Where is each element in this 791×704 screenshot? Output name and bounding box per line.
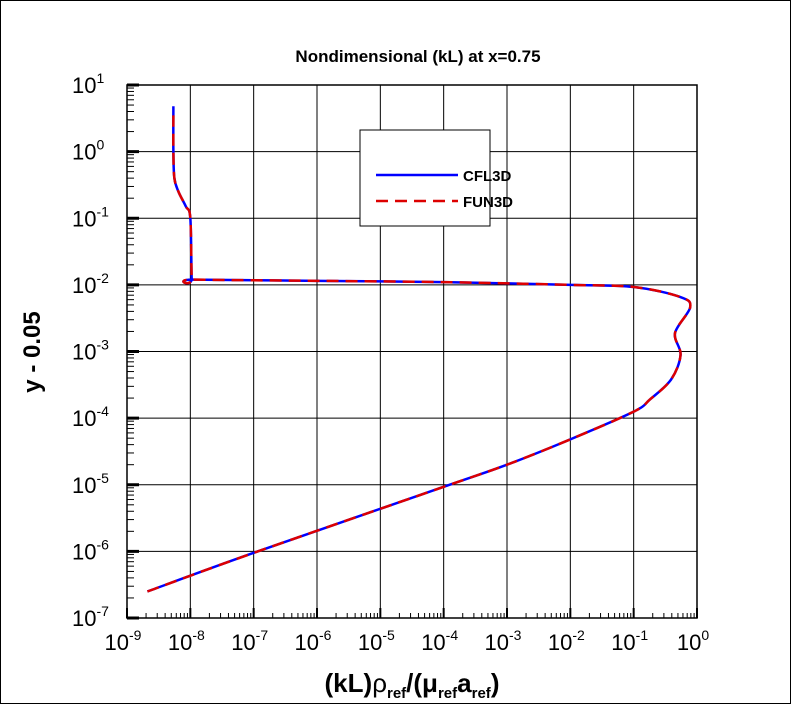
y-tick-label: 10-3 [72, 337, 109, 365]
x-tick-label: 10-6 [295, 627, 332, 655]
x-tick-label: 10-1 [611, 627, 648, 655]
y-tick-label: 100 [72, 137, 104, 165]
legend-label-fun3d: FUN3D [463, 194, 513, 211]
series-layer [146, 106, 692, 593]
x-tick-label: 10-7 [231, 627, 268, 655]
legend-box [359, 129, 491, 227]
x-tick-label: 10-9 [105, 627, 142, 655]
x-tick-label: 10-8 [168, 627, 205, 655]
ticks [126, 83, 698, 620]
y-tick-labels: 10-7 10-6 10-5 10-4 10-3 10-2 10-1 100 101 [72, 70, 109, 631]
x-tick-label: 10-2 [548, 627, 585, 655]
y-tick-label: 10-1 [72, 203, 109, 231]
x-tick-label: 10-4 [421, 627, 458, 655]
y-tick-label: 101 [72, 70, 104, 98]
y-tick-label: 10-6 [72, 536, 109, 564]
x-tick-label: 100 [677, 627, 709, 655]
y-axis-label: y - 0.05 [19, 311, 46, 392]
x-tick-label: 10-3 [485, 627, 522, 655]
x-tick-labels: 10-9 10-8 10-7 10-6 10-5 10-4 10-3 10-2 10-1 100 [105, 627, 710, 655]
y-tick-label: 10-5 [72, 470, 109, 498]
legend-label-cfl3d: CFL3D [463, 168, 512, 185]
y-tick-label: 10-7 [72, 603, 109, 631]
legend: CFL3D FUN3D [359, 129, 513, 227]
y-tick-label: 10-2 [72, 270, 109, 298]
chart-title: Nondimensional (kL) at x=0.75 [295, 47, 540, 66]
x-axis-label: (kL)ρref/(μrefaref) [325, 668, 500, 702]
x-tick-label: 10-5 [358, 627, 395, 655]
series-line-fun3d [146, 115, 692, 593]
y-tick-label: 10-4 [72, 403, 109, 431]
